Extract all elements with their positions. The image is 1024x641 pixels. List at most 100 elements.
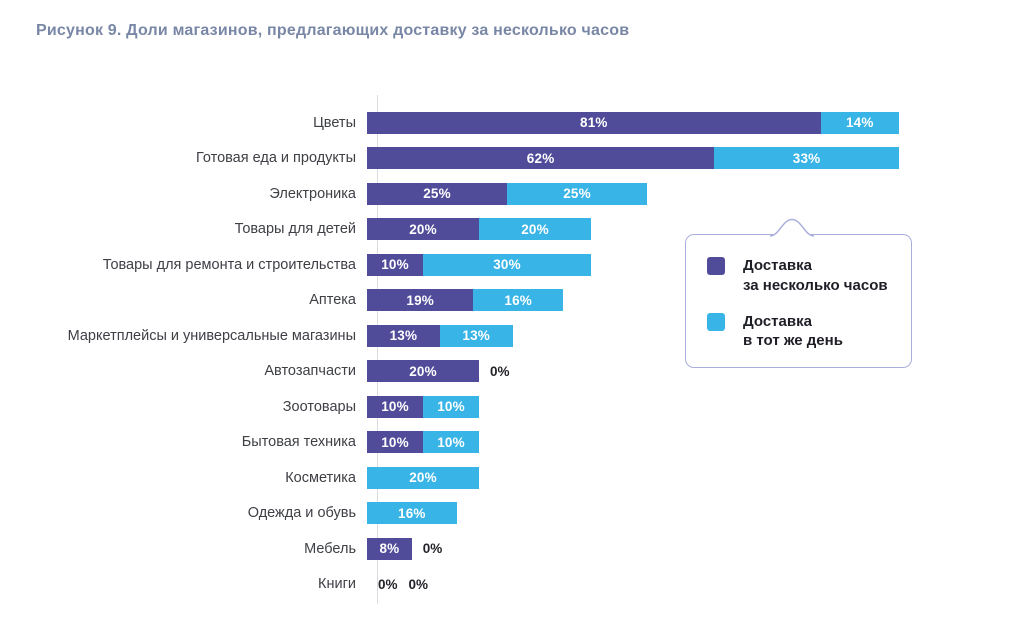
chart-row: Электроника 25% 25% bbox=[36, 176, 899, 212]
bar-value-label: 10% bbox=[381, 257, 409, 273]
bar-segment-same-day: 16% bbox=[367, 502, 457, 525]
chart-baseline-axis bbox=[377, 95, 378, 604]
chart-row: Цветы 81% 14% bbox=[36, 105, 899, 141]
category-label: Товары для ремонта и строительства bbox=[102, 256, 356, 273]
legend-item-hours: Доставка за несколько часов bbox=[707, 256, 911, 296]
zero-value-label: 0% bbox=[490, 363, 510, 379]
chart-row: Косметика 20% bbox=[36, 460, 899, 496]
bar-group: 25% 25% bbox=[367, 182, 647, 205]
bar-segment-hours: 19% bbox=[367, 289, 474, 312]
category-label: Мебель bbox=[304, 540, 356, 557]
chart-row: Одежда и обувь 16% bbox=[36, 496, 899, 532]
legend-swatch-hours bbox=[707, 257, 725, 275]
bar-group: 16% bbox=[367, 502, 457, 525]
category-label: Аптека bbox=[309, 292, 356, 309]
bar-value-label: 13% bbox=[389, 328, 418, 344]
bar-group: 19% 16% bbox=[367, 289, 563, 312]
bar-value-label: 20% bbox=[409, 363, 437, 379]
bar-value-label: 16% bbox=[504, 292, 532, 308]
zero-value-label: 0% bbox=[422, 541, 443, 557]
bar-chart: Цветы 81% 14% Готовая еда и продукты 62% 33% Э… bbox=[36, 105, 899, 602]
category-label: Цветы bbox=[313, 114, 356, 131]
bar-value-label: 25% bbox=[563, 186, 591, 202]
bar-segment-hours: 13% bbox=[367, 324, 440, 347]
bar-value-label: 19% bbox=[406, 292, 434, 308]
bar-group: 81% 14% bbox=[367, 111, 899, 134]
bar-value-label: 20% bbox=[409, 470, 437, 486]
legend-label-hours: Доставка за несколько часов bbox=[743, 256, 888, 296]
category-label: Одежда и обувь bbox=[247, 505, 356, 522]
chart-row: Товары для ремонта и строительства 10% 30% bbox=[36, 247, 899, 283]
bar-segment-hours: 10% bbox=[367, 431, 423, 454]
legend-label-hours-line1: Доставка bbox=[743, 257, 812, 274]
bar-segment-hours: 81% bbox=[367, 111, 821, 134]
chart-row: Зоотовары 10% 10% bbox=[36, 389, 899, 425]
category-label: Электроника bbox=[269, 185, 356, 202]
category-label: Товары для детей bbox=[234, 221, 356, 238]
bar-group: 20% bbox=[367, 466, 479, 489]
category-label: Маркетплейсы и универсальные магазины bbox=[67, 327, 356, 344]
bar-segment-hours: 20% bbox=[367, 218, 479, 241]
bar-group: 8% 0% bbox=[367, 537, 443, 560]
bar-value-label: 16% bbox=[397, 505, 426, 521]
legend-label-same-day-line2: в тот же день bbox=[743, 332, 843, 350]
bar-segment-hours: 20% bbox=[367, 360, 479, 383]
figure-title: Рисунок 9. Доли магазинов, предлагающих … bbox=[36, 22, 630, 39]
category-label: Зоотовары bbox=[282, 398, 356, 415]
legend-box: Доставка за несколько часов Доставка в т… bbox=[685, 218, 912, 368]
category-label: Книги bbox=[318, 576, 356, 593]
bar-group: 13% 13% bbox=[367, 324, 513, 347]
chart-row: Автозапчасти 20% 0% bbox=[36, 354, 899, 390]
bar-segment-same-day: 25% bbox=[507, 182, 647, 205]
bar-value-label: 10% bbox=[437, 434, 465, 450]
bar-value-label: 62% bbox=[526, 150, 555, 166]
legend-swatch-same-day bbox=[707, 312, 725, 331]
bar-segment-same-day: 14% bbox=[820, 111, 899, 134]
bar-value-label: 10% bbox=[437, 399, 465, 415]
legend-label-hours-line2: за несколько часов bbox=[743, 276, 888, 294]
chart-row: Товары для детей 20% 20% bbox=[36, 212, 899, 248]
bar-segment-same-day: 20% bbox=[367, 466, 479, 489]
legend-label-same-day-line1: Доставка bbox=[743, 312, 812, 330]
bar-segment-same-day: 13% bbox=[439, 324, 513, 347]
bar-segment-same-day: 33% bbox=[714, 147, 899, 170]
bar-group: 20% 0% bbox=[367, 360, 510, 383]
bar-segment-hours: 10% bbox=[367, 253, 423, 276]
bar-value-label: 14% bbox=[845, 115, 874, 131]
bar-segment-same-day: 10% bbox=[423, 431, 479, 454]
zero-value-label: 0% bbox=[408, 576, 429, 592]
bar-group: 10% 10% bbox=[367, 431, 479, 454]
chart-row: Мебель 8% 0% bbox=[36, 531, 899, 567]
bar-value-label: 10% bbox=[381, 399, 409, 415]
category-label: Автозапчасти bbox=[264, 363, 356, 380]
chart-row: Бытовая техника 10% 10% bbox=[36, 425, 899, 461]
legend-item-same-day: Доставка в тот же день bbox=[707, 312, 911, 352]
chart-row: Маркетплейсы и универсальные магазины 13%… bbox=[36, 318, 899, 354]
bar-segment-hours: 10% bbox=[367, 395, 423, 418]
bar-value-label: 30% bbox=[493, 257, 521, 273]
bar-value-label: 81% bbox=[579, 115, 608, 131]
bar-group: 10% 30% bbox=[367, 253, 591, 276]
bar-group: 62% 33% bbox=[367, 147, 899, 170]
bar-value-label: 25% bbox=[423, 186, 451, 202]
legend-pointer-curve bbox=[769, 218, 815, 237]
bar-group: 20% 20% bbox=[367, 218, 591, 241]
chart-row: Книги 0% 0% bbox=[36, 567, 899, 603]
bar-segment-same-day: 20% bbox=[479, 218, 591, 241]
bar-value-label: 20% bbox=[409, 221, 437, 237]
category-label: Бытовая техника bbox=[241, 434, 356, 451]
bar-group: 10% 10% bbox=[367, 395, 479, 418]
zero-value-label: 0% bbox=[378, 576, 398, 592]
bar-value-label: 20% bbox=[521, 221, 549, 237]
bar-segment-hours: 8% bbox=[367, 537, 412, 560]
bar-value-label: 13% bbox=[462, 328, 490, 344]
legend-label-same-day: Доставка в тот же день bbox=[743, 312, 843, 352]
bar-segment-hours: 62% bbox=[367, 147, 715, 170]
chart-row: Аптека 19% 16% bbox=[36, 283, 899, 319]
bar-value-label: 10% bbox=[381, 434, 409, 450]
chart-row: Готовая еда и продукты 62% 33% bbox=[36, 141, 899, 177]
bar-group: 0% 0% bbox=[367, 573, 428, 595]
bar-segment-same-day: 30% bbox=[423, 253, 591, 276]
bar-segment-same-day: 16% bbox=[473, 289, 563, 312]
